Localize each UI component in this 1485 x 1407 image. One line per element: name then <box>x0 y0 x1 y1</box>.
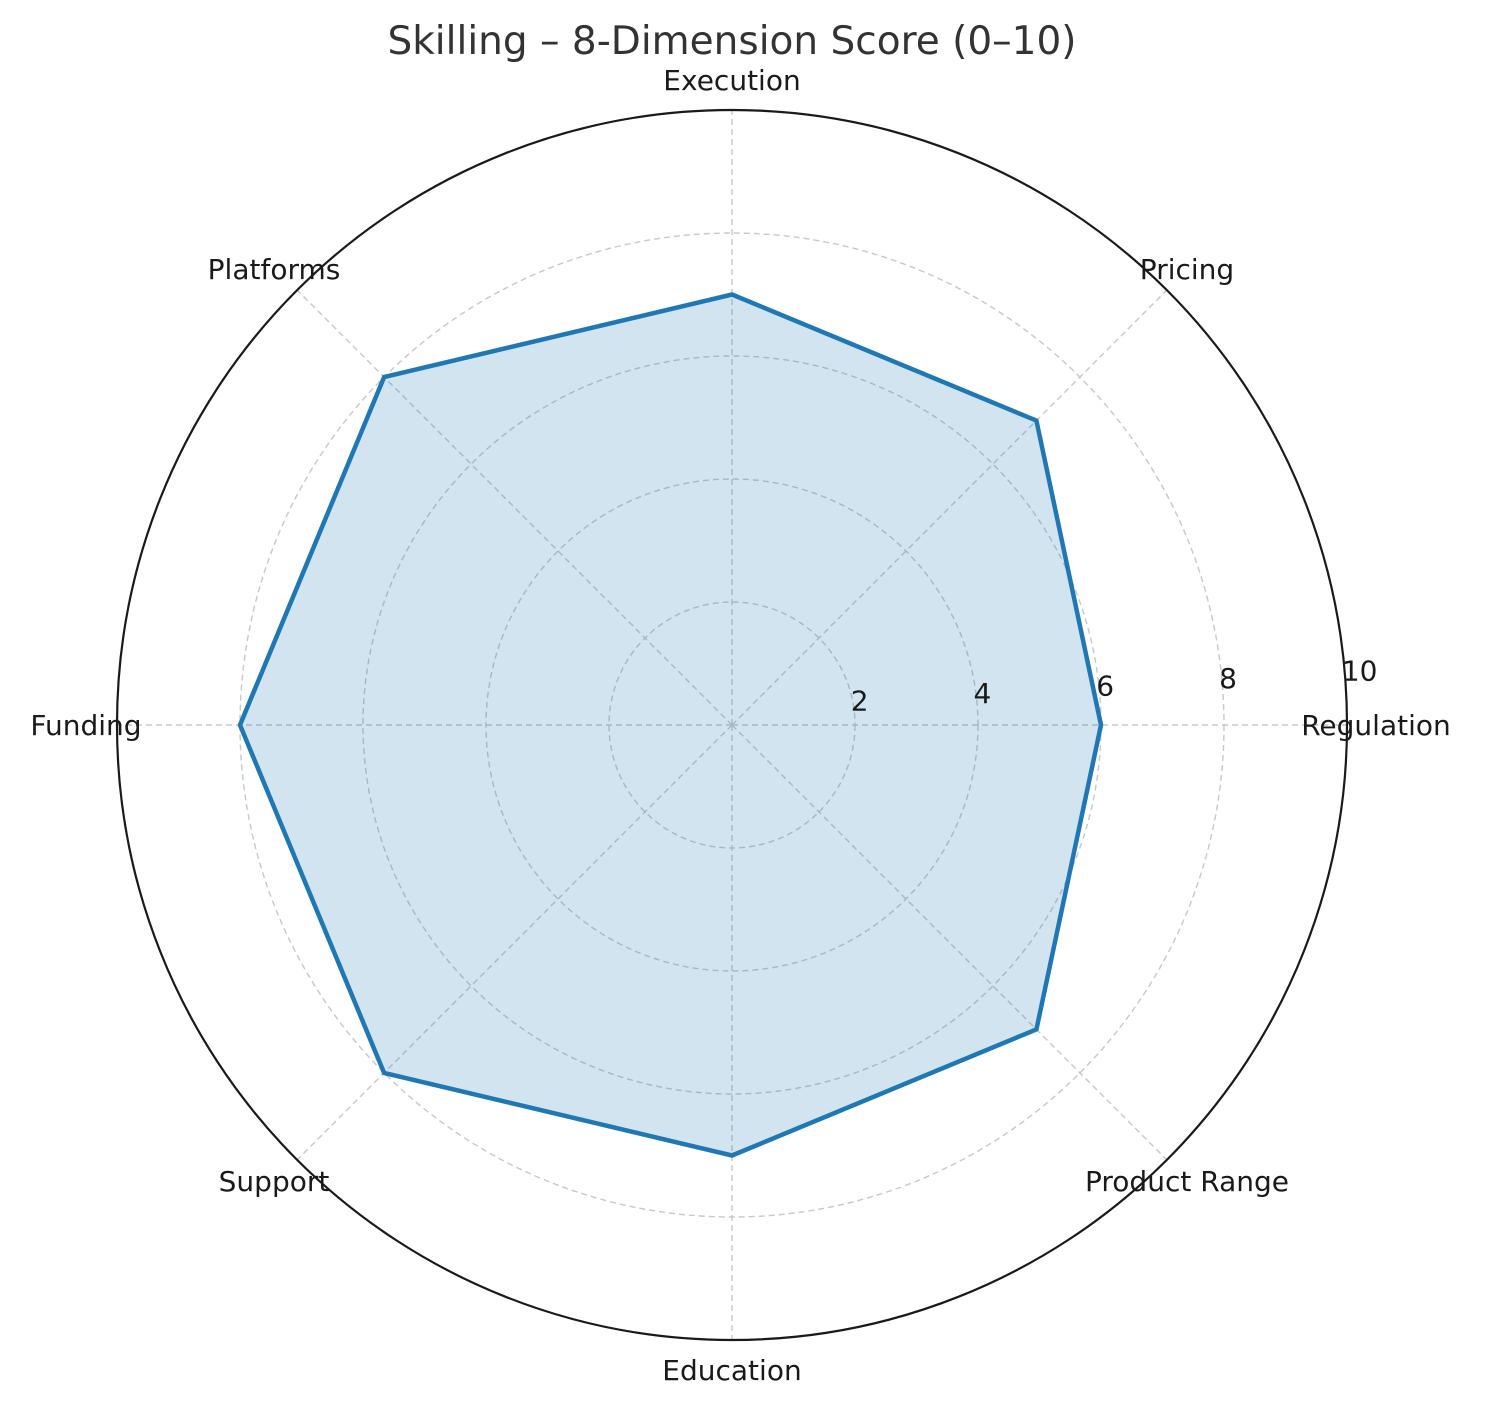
chart-title: Skilling – 8-Dimension Score (0–10) <box>387 19 1076 64</box>
axis-label-support: Support <box>219 1165 330 1198</box>
grid-spoke <box>296 724 733 1161</box>
axis-labels: Regulation Pricing Execution Platforms Fundi… <box>30 64 1450 1387</box>
axis-label-funding: Funding <box>30 709 141 742</box>
axis-label-execution: Execution <box>663 64 800 97</box>
series-fill <box>240 294 1101 1156</box>
data-series <box>237 292 1104 1158</box>
axis-label-education: Education <box>662 1354 801 1387</box>
grid-spoke <box>731 289 1168 726</box>
radial-tick-labels: 2 4 6 8 10 <box>851 654 1378 717</box>
axis-label-platforms: Platforms <box>208 253 341 286</box>
axis-label-product-range: Product Range <box>1085 1165 1289 1198</box>
r-tick-label: 6 <box>1096 669 1114 702</box>
r-tick-label: 2 <box>851 684 869 717</box>
axis-label-pricing: Pricing <box>1140 253 1234 286</box>
r-tick-label: 4 <box>974 677 992 710</box>
series-line <box>237 292 1104 1158</box>
r-tick-label: 10 <box>1342 654 1378 687</box>
outer-spine <box>115 108 1349 1342</box>
angular-grid <box>117 110 1347 1340</box>
axis-label-regulation: Regulation <box>1301 709 1451 742</box>
grid-spoke <box>296 289 733 726</box>
grid-spoke <box>731 724 1168 1161</box>
r-tick-label: 8 <box>1219 662 1237 695</box>
